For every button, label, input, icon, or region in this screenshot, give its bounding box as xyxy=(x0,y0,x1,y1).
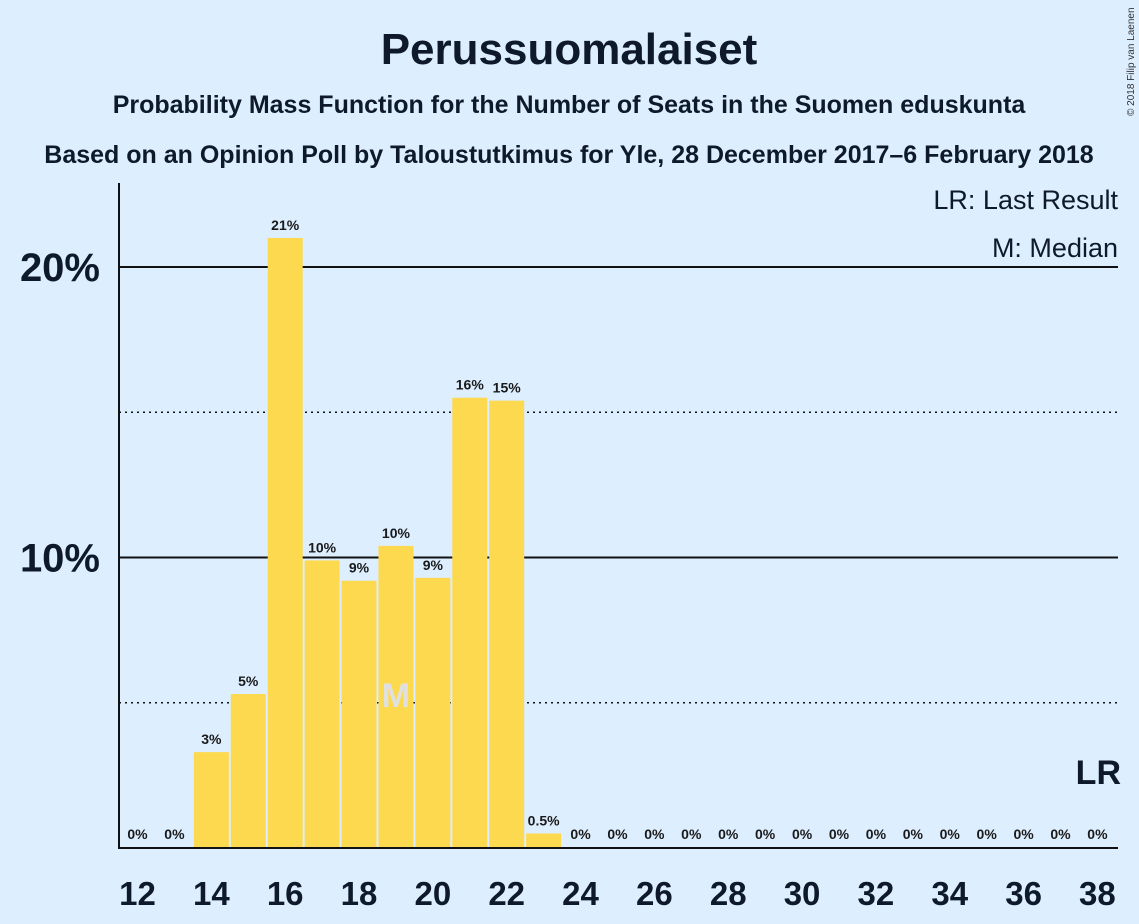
data-label-18: 9% xyxy=(349,560,370,576)
x-tick-36: 36 xyxy=(1005,875,1042,912)
data-label-37: 0% xyxy=(1050,826,1071,842)
x-tick-34: 34 xyxy=(931,875,968,912)
data-label-28: 0% xyxy=(718,826,739,842)
chart-subtitle-2: Based on an Opinion Poll by Taloustutkim… xyxy=(44,141,1094,169)
x-tick-18: 18 xyxy=(341,875,378,912)
data-label-34: 0% xyxy=(940,826,961,842)
data-label-22: 15% xyxy=(493,380,522,396)
data-label-16: 21% xyxy=(271,217,300,233)
bar-20 xyxy=(415,577,451,848)
data-label-25: 0% xyxy=(607,826,628,842)
y-tick-10: 10% xyxy=(20,537,100,581)
data-label-29: 0% xyxy=(755,826,776,842)
data-label-26: 0% xyxy=(644,826,665,842)
data-label-23: 0.5% xyxy=(528,812,560,828)
bar-18 xyxy=(341,580,377,848)
y-tick-20: 20% xyxy=(20,246,100,290)
data-label-27: 0% xyxy=(681,826,702,842)
x-tick-38: 38 xyxy=(1079,875,1116,912)
x-tick-24: 24 xyxy=(562,875,599,912)
y-tick-labels: 10% 20% xyxy=(20,246,100,581)
chart-title: Perussuomalaiset xyxy=(381,25,758,74)
data-labels: 0% 0% 3% 5% 21% 10% 9% 10% 9% 16% 15% 0.5% 0% 0% 0% 0% 0… xyxy=(127,217,1108,842)
bar-15 xyxy=(230,694,266,848)
x-tick-32: 32 xyxy=(858,875,895,912)
x-tick-22: 22 xyxy=(488,875,525,912)
bar-17 xyxy=(304,560,340,848)
x-tick-30: 30 xyxy=(784,875,821,912)
bar-21 xyxy=(452,397,488,848)
legend-last-result: LR: Last Result xyxy=(933,185,1118,215)
data-label-14: 3% xyxy=(201,731,222,747)
last-result-marker: LR xyxy=(1076,754,1121,792)
bar-16 xyxy=(267,237,303,848)
data-label-15: 5% xyxy=(238,673,259,689)
x-tick-26: 26 xyxy=(636,875,673,912)
data-label-17: 10% xyxy=(308,539,337,555)
bar-19 xyxy=(378,545,414,848)
data-label-31: 0% xyxy=(829,826,850,842)
x-tick-16: 16 xyxy=(267,875,304,912)
bar-22 xyxy=(489,400,525,848)
legend-median: M: Median xyxy=(992,233,1118,263)
x-tick-20: 20 xyxy=(415,875,452,912)
data-label-13: 0% xyxy=(164,826,185,842)
data-label-33: 0% xyxy=(903,826,924,842)
data-label-12: 0% xyxy=(127,826,148,842)
data-label-24: 0% xyxy=(570,826,591,842)
bar-23 xyxy=(526,833,562,848)
bar-series xyxy=(193,237,562,848)
data-label-19: 10% xyxy=(382,525,411,541)
x-tick-14: 14 xyxy=(193,875,230,912)
data-label-38: 0% xyxy=(1087,826,1108,842)
data-label-21: 16% xyxy=(456,377,485,393)
median-marker: M xyxy=(382,677,410,715)
data-label-20: 9% xyxy=(423,557,444,573)
data-label-36: 0% xyxy=(1013,826,1034,842)
data-label-35: 0% xyxy=(977,826,998,842)
data-label-30: 0% xyxy=(792,826,813,842)
copyright-notice: © 2018 Filip van Laenen xyxy=(1126,7,1137,116)
chart-subtitle-1: Probability Mass Function for the Number… xyxy=(113,91,1027,119)
x-tick-28: 28 xyxy=(710,875,747,912)
data-label-32: 0% xyxy=(866,826,887,842)
x-tick-12: 12 xyxy=(119,875,156,912)
x-tick-labels: 12 14 16 18 20 22 24 26 28 30 32 34 36 38 xyxy=(119,875,1116,912)
bar-14 xyxy=(193,752,229,848)
